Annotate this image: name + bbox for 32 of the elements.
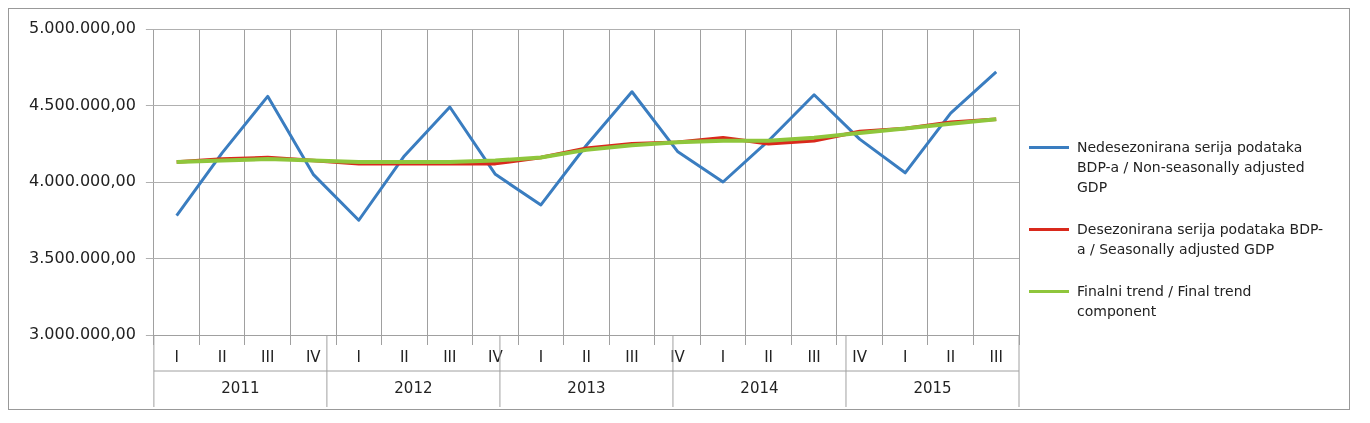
x-tick-label: II bbox=[764, 347, 773, 366]
x-tick-label: IV bbox=[488, 347, 504, 366]
x-tick-label: IV bbox=[852, 347, 868, 366]
text: 2012 bbox=[394, 378, 433, 397]
text: 2014 bbox=[740, 378, 779, 397]
legend-label: Desezonirana serija podataka BDP-a / Seasonally adjusted GDP bbox=[1077, 220, 1325, 259]
x-tick-label: III bbox=[989, 347, 1003, 366]
x-tick-label: II bbox=[217, 347, 227, 366]
x-tick-label: I bbox=[720, 347, 726, 366]
x-tick-label: I bbox=[174, 347, 179, 366]
x-tick-label: III bbox=[261, 347, 275, 366]
y-tick-label: 3.000.000,00 bbox=[29, 324, 136, 344]
legend-label: Finalni trend / Final trend component bbox=[1077, 282, 1253, 321]
y-tick-label: 4.000.000,00 bbox=[29, 171, 136, 191]
x-tick-label: III bbox=[807, 347, 821, 366]
x-tick-label: II bbox=[399, 347, 409, 366]
x-tick-label: II bbox=[582, 347, 591, 366]
x-tick-label: III bbox=[443, 347, 457, 366]
x-tick-label: I bbox=[902, 347, 908, 366]
x-tick-label: I bbox=[356, 347, 361, 366]
text: 2011 bbox=[221, 378, 260, 397]
x-tick-label: IV bbox=[305, 347, 322, 366]
text: 2015 bbox=[913, 378, 952, 397]
x-tick-label: I bbox=[538, 347, 544, 366]
y-tick-label: 3.500.000,00 bbox=[29, 247, 136, 267]
y-tick-label: 4.500.000,00 bbox=[29, 94, 136, 114]
y-tick-label: 5.000.000,00 bbox=[29, 18, 136, 38]
x-tick-label: II bbox=[946, 347, 956, 366]
text: 2013 bbox=[567, 378, 606, 397]
x-tick-label: III bbox=[625, 347, 639, 366]
legend-label: Nedesezonirana serija podataka BDP-a / Non-seasonally adjusted GDP bbox=[1077, 138, 1306, 197]
x-tick-label: IV bbox=[670, 347, 686, 366]
